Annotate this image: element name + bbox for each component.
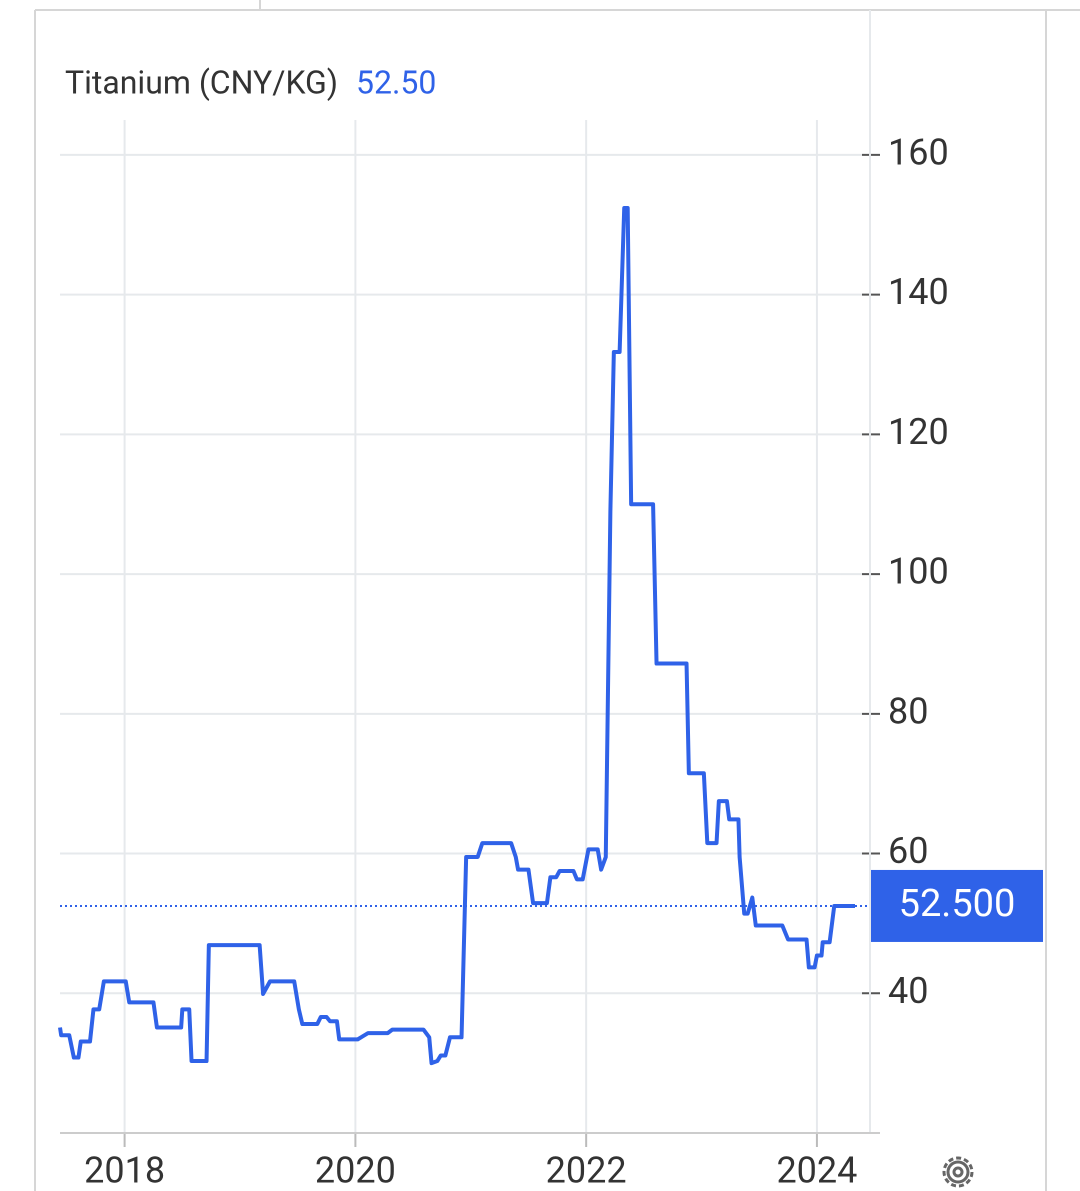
x-tick-label: 2024 — [776, 1150, 857, 1191]
x-tick-label: 2018 — [84, 1150, 165, 1191]
y-tick-label: 40 — [888, 970, 928, 1012]
x-tick-label: 2020 — [315, 1150, 396, 1191]
y-tick-label: 120 — [888, 411, 949, 453]
last-value-label: 52.500 — [899, 882, 1016, 926]
gear-hole — [952, 1166, 964, 1178]
price-line — [58, 206, 855, 1066]
chart-title: Titanium (CNY/KG) — [65, 63, 338, 101]
y-tick-label: 60 — [888, 830, 928, 872]
y-tick-label: 100 — [888, 551, 949, 593]
y-tick-label: 140 — [888, 271, 949, 313]
gear-teeth — [942, 1156, 974, 1188]
last-value-box — [871, 869, 1043, 942]
y-tick-label: 80 — [888, 690, 928, 732]
gear-body — [946, 1160, 970, 1184]
settings-icon[interactable] — [942, 1156, 974, 1188]
x-tick-label: 2022 — [546, 1150, 627, 1191]
current-value: 52.50 — [356, 63, 436, 101]
y-tick-label: 160 — [888, 131, 949, 173]
